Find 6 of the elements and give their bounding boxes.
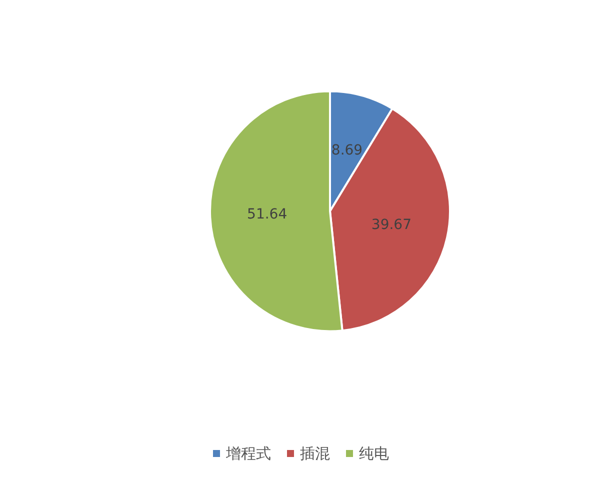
legend-label: 纯电: [359, 444, 389, 462]
legend-label: 插混: [300, 444, 330, 462]
data-label: 39.67: [371, 217, 412, 234]
data-label: 8.69: [331, 142, 363, 159]
legend-label: 增程式: [225, 444, 271, 462]
data-label: 51.64: [247, 206, 288, 222]
